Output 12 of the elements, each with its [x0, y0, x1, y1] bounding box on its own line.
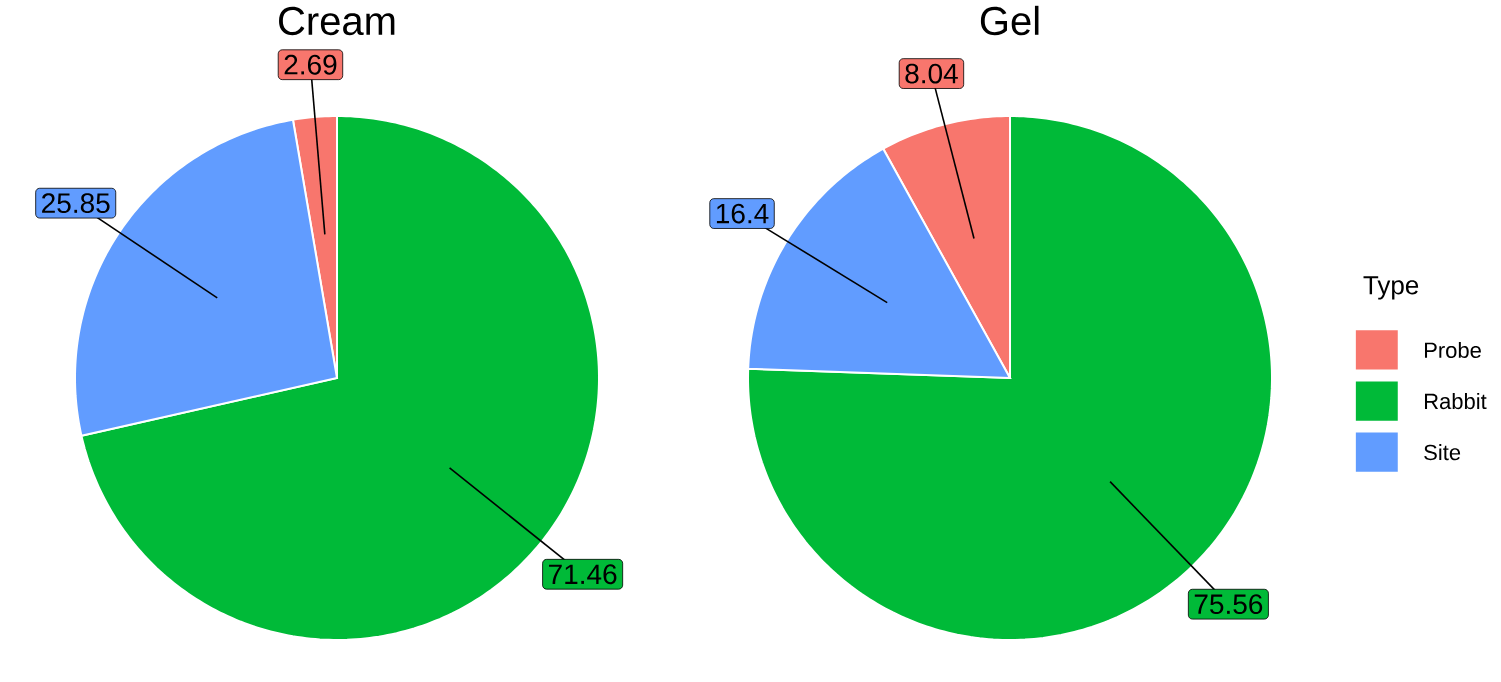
chart-title: Cream	[279, 6, 395, 36]
chart-title: Gel	[980, 5, 1039, 36]
data-label: 2.69	[284, 54, 337, 75]
data-label: 16.4	[716, 203, 769, 224]
data-label: 71.46	[549, 564, 617, 585]
data-label: 75.56	[1194, 594, 1263, 615]
data-label: 25.85	[42, 193, 110, 214]
data-label: 8.04	[905, 63, 958, 84]
legend-label: Site	[1424, 444, 1461, 461]
legend-label: Rabbit	[1424, 392, 1487, 410]
legend-title: Type	[1363, 276, 1419, 300]
legend-label: Probe	[1424, 341, 1481, 359]
